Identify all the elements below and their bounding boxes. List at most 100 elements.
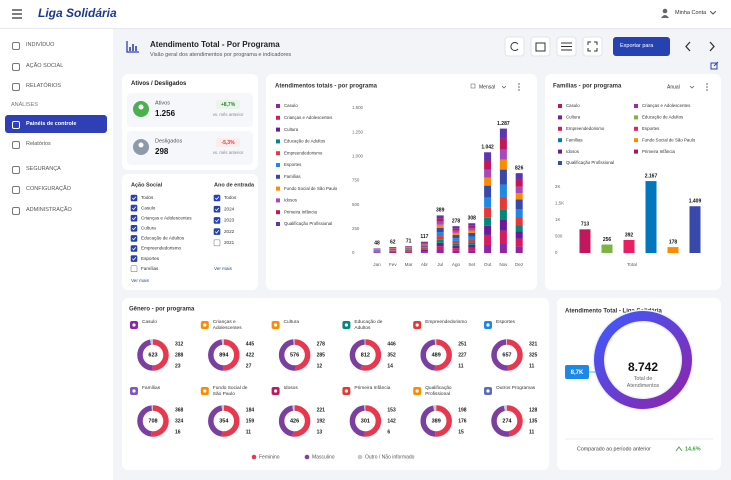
total-card	[557, 298, 721, 470]
filter-button[interactable]	[556, 36, 577, 57]
program-total: 301	[361, 418, 370, 424]
bar-segment	[484, 160, 492, 170]
change-note: vs. mês anterior	[213, 112, 244, 117]
x-tick-label: Ago	[452, 262, 461, 267]
bar-segment	[420, 250, 428, 253]
checkbox[interactable]	[213, 205, 221, 213]
next-button[interactable]	[709, 41, 715, 52]
previous-button[interactable]	[685, 41, 691, 52]
export-button[interactable]: Exportar para	[613, 37, 670, 56]
bar-segment	[405, 251, 413, 252]
checkbox[interactable]	[213, 217, 221, 224]
checkbox[interactable]	[130, 214, 138, 222]
share-button[interactable]	[710, 61, 719, 70]
checkbox[interactable]	[130, 194, 138, 202]
period-select[interactable]	[468, 82, 510, 92]
gender-value: 227	[458, 352, 467, 358]
gender-value: 176	[458, 418, 467, 424]
menu-button[interactable]	[11, 9, 23, 19]
donut-segment	[278, 405, 311, 437]
program-total: 354	[219, 418, 229, 424]
bar-segment	[484, 152, 492, 161]
toolbar	[504, 36, 719, 70]
y-tick-label: 1.250	[352, 129, 364, 134]
bar-segment	[436, 246, 444, 251]
bar-segment	[405, 247, 413, 249]
fullscreen-button[interactable]	[582, 36, 603, 57]
total-label: 117	[420, 234, 428, 240]
nav-item[interactable]: CONFIGURAÇÃO	[26, 186, 71, 192]
change-badge	[216, 138, 240, 147]
bar-segment	[389, 250, 397, 251]
checkbox[interactable]	[130, 245, 138, 252]
bar-segment	[484, 217, 492, 226]
see-more[interactable]: Ver mais	[131, 278, 150, 283]
checkbox[interactable]	[130, 225, 138, 232]
bar-segment	[468, 244, 476, 248]
program-name: Fundo Social de São Paulo	[212, 386, 248, 397]
page-icon	[126, 41, 139, 53]
checkbox[interactable]	[130, 255, 138, 262]
gender-value: 198	[458, 407, 467, 413]
nav-item[interactable]: SEGURANÇA	[26, 166, 61, 172]
legend-swatch	[276, 115, 280, 120]
bar-segment	[515, 238, 523, 247]
nav-item[interactable]: INDIVÍDUO	[26, 42, 55, 48]
legend-dot	[357, 454, 363, 460]
gender-value: 15	[458, 429, 464, 435]
legend-label: Feminino	[259, 454, 280, 460]
gender-value: 27	[246, 363, 252, 369]
refresh-button[interactable]	[504, 36, 525, 57]
checkbox[interactable]	[130, 204, 138, 212]
nav-item[interactable]: AÇÃO SOCIAL	[26, 63, 64, 69]
gender-value: 285	[317, 352, 326, 358]
checkmark	[132, 246, 137, 251]
bar-segment	[499, 149, 507, 160]
gender-value: 153	[387, 407, 396, 413]
program-total: 576	[290, 352, 299, 358]
see-more[interactable]: Ver mais	[214, 266, 233, 271]
bar-segment	[515, 193, 523, 200]
legend-swatch	[634, 149, 638, 154]
period-label: Anual	[667, 84, 680, 90]
program-icon-dot	[132, 323, 136, 327]
legend-swatch	[558, 115, 562, 120]
checkbox[interactable]	[130, 265, 138, 273]
nav-item[interactable]: Painéis de controle	[26, 121, 77, 127]
bar-segment	[420, 243, 428, 245]
checkbox[interactable]	[213, 194, 221, 202]
x-tick-label: Fev	[389, 262, 397, 267]
program-total: 657	[502, 352, 511, 358]
nav-item[interactable]: ADMINISTRAÇÃO	[26, 207, 72, 213]
gender-card	[122, 298, 549, 470]
bar-segment	[468, 236, 476, 240]
checkbox[interactable]	[130, 235, 138, 242]
filter-option: 2022	[224, 229, 235, 234]
checkbox[interactable]	[213, 239, 221, 247]
legend-swatch	[276, 198, 280, 203]
nav-item[interactable]: Relatórios	[26, 141, 51, 147]
program-name: Famílias	[142, 386, 161, 391]
program-icon-dot	[203, 323, 207, 327]
legend-label: Famílias	[566, 137, 583, 142]
legend-label: Fundo Social de São Paulo	[642, 137, 696, 142]
donut-segment	[349, 339, 382, 371]
gender-value: 288	[175, 352, 184, 358]
program-name: Casulo	[142, 320, 157, 325]
account-menu[interactable]: Minha Conta	[675, 10, 707, 16]
legend-label: Cultura	[566, 115, 581, 120]
legend-label: Casulo	[566, 103, 580, 108]
nav-item[interactable]: RELATÓRIOS	[26, 83, 62, 89]
gender-value: 445	[246, 341, 255, 347]
period-select[interactable]	[656, 82, 698, 92]
filter-option: Todos	[224, 195, 237, 200]
y-tick-label: 2K	[555, 184, 560, 189]
calendar-button[interactable]	[530, 36, 551, 57]
bar-segment	[452, 230, 460, 233]
x-tick-label: Jan	[373, 262, 381, 267]
bar-segment	[405, 246, 413, 248]
legend-label: Crianças e Adolescentes	[642, 103, 691, 108]
checkbox[interactable]	[213, 228, 221, 235]
gender-value: 184	[246, 407, 255, 413]
bar-segment	[484, 234, 492, 245]
